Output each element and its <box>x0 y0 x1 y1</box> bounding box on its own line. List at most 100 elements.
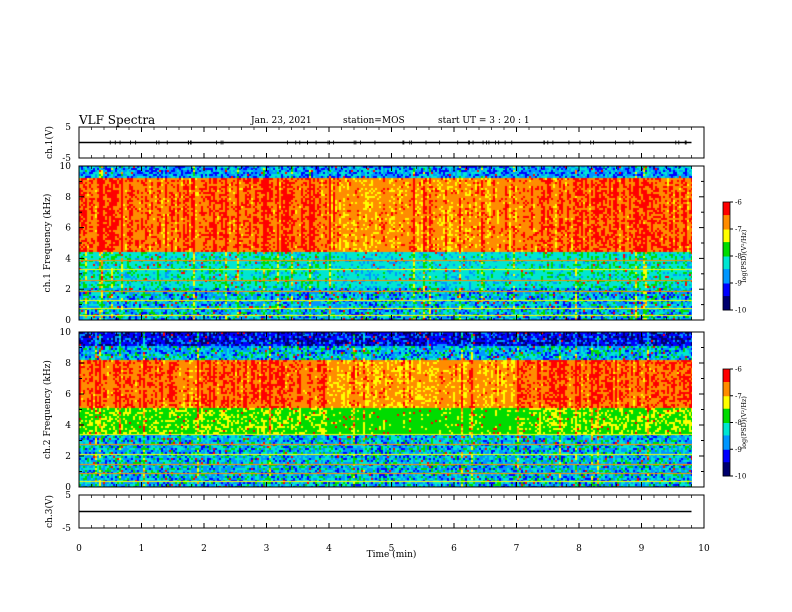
y-tick-label: 2 <box>65 452 71 462</box>
colorbar-cell <box>723 445 730 448</box>
colorbar-cell <box>723 370 730 374</box>
y-axis-label: ch.2 Frequency (kHz) <box>42 360 53 459</box>
colorbar-cell <box>723 431 730 434</box>
colorbar-cell <box>723 401 730 404</box>
y-tick-label: 2 <box>65 285 71 295</box>
y-tick-label: 6 <box>65 224 71 234</box>
colorbar-cell <box>723 390 730 393</box>
colorbar-cell <box>723 458 730 461</box>
spectrogram-image <box>79 332 692 487</box>
colorbar-cell <box>723 426 730 429</box>
colorbar-cell <box>723 209 730 212</box>
colorbar-cell <box>723 440 730 443</box>
colorbar-cell <box>723 268 730 271</box>
colorbar-cell <box>723 438 730 441</box>
colorbar-cell <box>723 379 730 382</box>
colorbar-cell <box>723 442 730 445</box>
colorbar-cell <box>723 449 730 452</box>
colorbar-cell <box>723 472 730 475</box>
y-tick-label: -5 <box>62 524 71 534</box>
x-tick-label: 3 <box>264 544 270 554</box>
x-tick-label: 2 <box>201 544 207 554</box>
colorbar-tick-label: -9 <box>735 280 742 288</box>
colorbar-cell <box>723 275 730 279</box>
x-tick-label: 9 <box>639 544 645 554</box>
colorbar-label: log(PSD)(V²/Hz) <box>740 229 748 282</box>
colorbar-cell <box>723 399 730 402</box>
colorbar-cell <box>723 447 730 450</box>
colorbar-cell <box>723 415 730 418</box>
colorbar-cell <box>723 286 730 289</box>
colorbar-cell <box>723 254 730 257</box>
colorbar-cell <box>723 266 730 270</box>
colorbar-cell <box>723 433 730 436</box>
colorbar-cell <box>723 263 730 266</box>
x-tick-label: 7 <box>514 544 520 554</box>
y-tick-label: 10 <box>60 328 72 338</box>
colorbar-cell <box>723 297 730 300</box>
colorbar-cell <box>723 417 730 420</box>
colorbar-cell <box>723 376 730 379</box>
colorbar-cell <box>723 241 730 244</box>
colorbar-cell <box>723 429 730 432</box>
colorbar-tick-label: -7 <box>735 392 742 400</box>
colorbar-cell <box>723 406 730 409</box>
colorbar-cell <box>723 388 730 391</box>
spectrogram-image <box>79 166 692 320</box>
colorbar-cell <box>723 293 730 297</box>
x-tick-label: 1 <box>139 544 145 554</box>
colorbar-cell <box>723 408 730 411</box>
colorbar-cell <box>723 443 730 447</box>
colorbar-cell <box>723 468 730 472</box>
y-axis-label: ch.1 Frequency (kHz) <box>42 194 53 293</box>
colorbar-cell <box>723 229 730 232</box>
colorbar-cell <box>723 288 730 291</box>
colorbar-cell <box>723 218 730 221</box>
colorbar-cell <box>723 284 730 288</box>
y-tick-label: 5 <box>65 491 71 501</box>
colorbar-cell <box>723 418 730 422</box>
colorbar-tick-label: -7 <box>735 226 742 234</box>
colorbar-cell <box>723 239 730 243</box>
colorbar-cell <box>723 369 730 372</box>
colorbar-cell <box>723 232 730 235</box>
colorbar-cell <box>723 225 730 228</box>
colorbar-tick-label: -6 <box>735 199 742 207</box>
colorbar-cell <box>723 277 730 280</box>
y-tick-label: 8 <box>65 193 71 203</box>
x-tick-label: 10 <box>698 544 710 554</box>
y-tick-label: 0 <box>65 483 71 493</box>
colorbar-cell <box>723 474 730 477</box>
colorbar-cell <box>723 470 730 473</box>
colorbar-cell <box>723 247 730 250</box>
y-axis-label: ch.1(V) <box>44 126 55 159</box>
colorbar-cell <box>723 292 730 295</box>
colorbar-cell <box>723 410 730 413</box>
colorbar-cell <box>723 279 730 282</box>
colorbar-cell <box>723 250 730 253</box>
colorbar-cell <box>723 381 730 384</box>
colorbar-cell <box>723 452 730 456</box>
y-tick-label: 0 <box>65 316 71 326</box>
colorbar-cell <box>723 393 730 397</box>
y-tick-label: 6 <box>65 390 71 400</box>
colorbar-cell <box>723 295 730 298</box>
x-tick-label: 6 <box>451 544 457 554</box>
colorbar-cell <box>723 248 730 252</box>
y-tick-label: 4 <box>65 254 71 264</box>
y-tick-label: 5 <box>65 123 71 133</box>
start-time-label: start UT = 3 : 20 : 1 <box>438 116 530 126</box>
colorbar-cell <box>723 261 730 264</box>
colorbar-cell <box>723 227 730 230</box>
colorbar-cell <box>723 402 730 406</box>
colorbar-tick-label: -8 <box>735 253 742 261</box>
y-tick-label: -5 <box>62 154 71 164</box>
colorbar-cell <box>723 202 730 205</box>
colorbar-cell <box>723 270 730 273</box>
colorbar-cell <box>723 205 730 208</box>
colorbar-cell <box>723 411 730 415</box>
colorbar-cell <box>723 383 730 386</box>
colorbar-cell <box>723 386 730 390</box>
colorbar-cell <box>723 230 730 234</box>
